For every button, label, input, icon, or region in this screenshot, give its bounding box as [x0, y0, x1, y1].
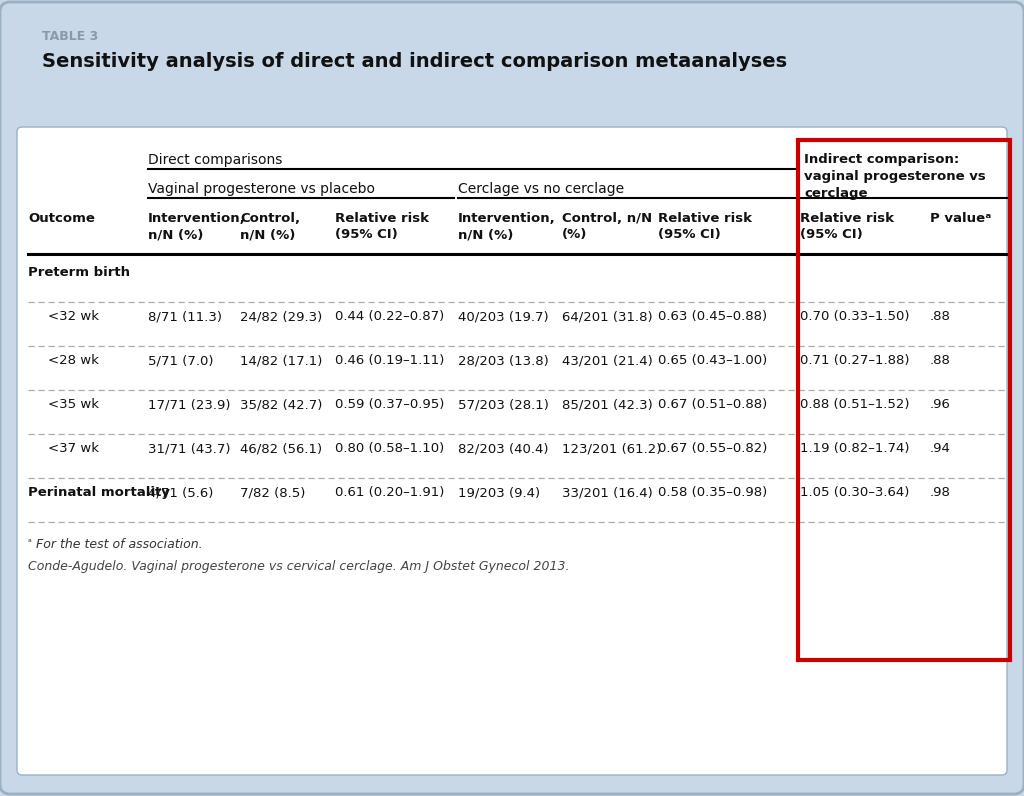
Text: 0.61 (0.20–1.91): 0.61 (0.20–1.91) — [335, 486, 444, 499]
Text: 40/203 (19.7): 40/203 (19.7) — [458, 310, 549, 323]
Text: 24/82 (29.3): 24/82 (29.3) — [240, 310, 323, 323]
Text: 5/71 (7.0): 5/71 (7.0) — [148, 354, 213, 367]
Text: 4/71 (5.6): 4/71 (5.6) — [148, 486, 213, 499]
Text: 0.59 (0.37–0.95): 0.59 (0.37–0.95) — [335, 398, 444, 411]
Text: <35 wk: <35 wk — [48, 398, 99, 411]
Text: Relative risk
(95% CI): Relative risk (95% CI) — [658, 212, 752, 241]
Text: Outcome: Outcome — [28, 212, 95, 225]
Text: 1.19 (0.82–1.74): 1.19 (0.82–1.74) — [800, 442, 909, 455]
Text: Control,
n/N (%): Control, n/N (%) — [240, 212, 300, 241]
Text: 35/82 (42.7): 35/82 (42.7) — [240, 398, 323, 411]
Text: 0.80 (0.58–1.10): 0.80 (0.58–1.10) — [335, 442, 444, 455]
Text: Conde-Agudelo. Vaginal progesterone vs cervical cerclage. Am J Obstet Gynecol 20: Conde-Agudelo. Vaginal progesterone vs c… — [28, 560, 569, 573]
Text: .98: .98 — [930, 486, 951, 499]
Text: 0.46 (0.19–1.11): 0.46 (0.19–1.11) — [335, 354, 444, 367]
Text: TABLE 3: TABLE 3 — [42, 30, 98, 43]
Text: <28 wk: <28 wk — [48, 354, 99, 367]
Text: <32 wk: <32 wk — [48, 310, 99, 323]
Bar — [10, 12, 1014, 132]
Text: 0.63 (0.45–0.88): 0.63 (0.45–0.88) — [658, 310, 767, 323]
Text: 85/201 (42.3): 85/201 (42.3) — [562, 398, 652, 411]
Text: <37 wk: <37 wk — [48, 442, 99, 455]
Text: Relative risk
(95% CI): Relative risk (95% CI) — [800, 212, 894, 241]
Text: Vaginal progesterone vs placebo: Vaginal progesterone vs placebo — [148, 182, 375, 196]
Text: 0.44 (0.22–0.87): 0.44 (0.22–0.87) — [335, 310, 444, 323]
Text: 7/82 (8.5): 7/82 (8.5) — [240, 486, 305, 499]
Text: Direct comparisons: Direct comparisons — [148, 153, 283, 167]
Text: 0.65 (0.43–1.00): 0.65 (0.43–1.00) — [658, 354, 767, 367]
Text: 57/203 (28.1): 57/203 (28.1) — [458, 398, 549, 411]
Text: For the test of association.: For the test of association. — [36, 538, 203, 551]
Text: ᵃ: ᵃ — [28, 538, 32, 548]
Text: 43/201 (21.4): 43/201 (21.4) — [562, 354, 652, 367]
Text: Cerclage vs no cerclage: Cerclage vs no cerclage — [458, 182, 624, 196]
Text: 82/203 (40.4): 82/203 (40.4) — [458, 442, 549, 455]
Text: Indirect comparison:
vaginal progesterone vs
cerclage: Indirect comparison: vaginal progesteron… — [804, 153, 986, 200]
Text: .88: .88 — [930, 310, 951, 323]
Text: Relative risk
(95% CI): Relative risk (95% CI) — [335, 212, 429, 241]
Text: Sensitivity analysis of direct and indirect comparison metaanalyses: Sensitivity analysis of direct and indir… — [42, 52, 787, 71]
Text: .94: .94 — [930, 442, 951, 455]
Text: 64/201 (31.8): 64/201 (31.8) — [562, 310, 652, 323]
Text: 123/201 (61.2): 123/201 (61.2) — [562, 442, 662, 455]
Text: 14/82 (17.1): 14/82 (17.1) — [240, 354, 323, 367]
Text: 0.71 (0.27–1.88): 0.71 (0.27–1.88) — [800, 354, 909, 367]
Text: 0.58 (0.35–0.98): 0.58 (0.35–0.98) — [658, 486, 767, 499]
Text: Intervention,
n/N (%): Intervention, n/N (%) — [148, 212, 246, 241]
Text: Perinatal mortality: Perinatal mortality — [28, 486, 170, 499]
Text: .96: .96 — [930, 398, 951, 411]
FancyBboxPatch shape — [17, 127, 1007, 775]
Text: 0.88 (0.51–1.52): 0.88 (0.51–1.52) — [800, 398, 909, 411]
Text: 8/71 (11.3): 8/71 (11.3) — [148, 310, 222, 323]
Text: 0.70 (0.33–1.50): 0.70 (0.33–1.50) — [800, 310, 909, 323]
Text: Preterm birth: Preterm birth — [28, 266, 130, 279]
Text: 33/201 (16.4): 33/201 (16.4) — [562, 486, 652, 499]
Bar — [798, 140, 1010, 660]
Text: Intervention,
n/N (%): Intervention, n/N (%) — [458, 212, 556, 241]
Text: .88: .88 — [930, 354, 951, 367]
Text: 0.67 (0.51–0.88): 0.67 (0.51–0.88) — [658, 398, 767, 411]
Text: 17/71 (23.9): 17/71 (23.9) — [148, 398, 230, 411]
Text: 0.67 (0.55–0.82): 0.67 (0.55–0.82) — [658, 442, 767, 455]
Text: Control, n/N
(%): Control, n/N (%) — [562, 212, 652, 241]
Text: 46/82 (56.1): 46/82 (56.1) — [240, 442, 323, 455]
Text: 28/203 (13.8): 28/203 (13.8) — [458, 354, 549, 367]
Text: 1.05 (0.30–3.64): 1.05 (0.30–3.64) — [800, 486, 909, 499]
Text: 31/71 (43.7): 31/71 (43.7) — [148, 442, 230, 455]
Text: P valueᵃ: P valueᵃ — [930, 212, 991, 225]
Text: 19/203 (9.4): 19/203 (9.4) — [458, 486, 540, 499]
